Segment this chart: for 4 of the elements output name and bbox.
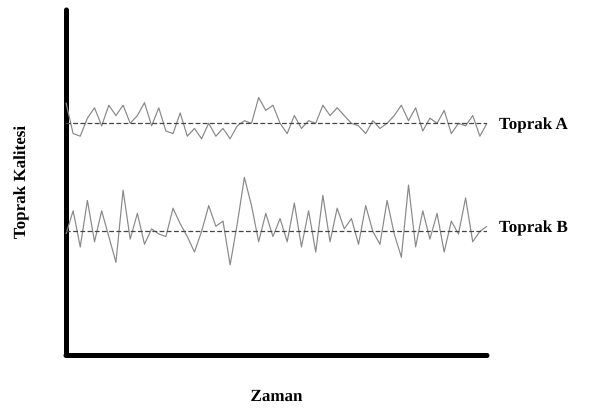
series-label: Toprak A xyxy=(499,114,569,133)
series-label: Toprak B xyxy=(499,216,568,236)
x-axis-title: Zaman xyxy=(250,386,304,405)
y-axis-title: Toprak Kalitesi xyxy=(10,126,29,240)
